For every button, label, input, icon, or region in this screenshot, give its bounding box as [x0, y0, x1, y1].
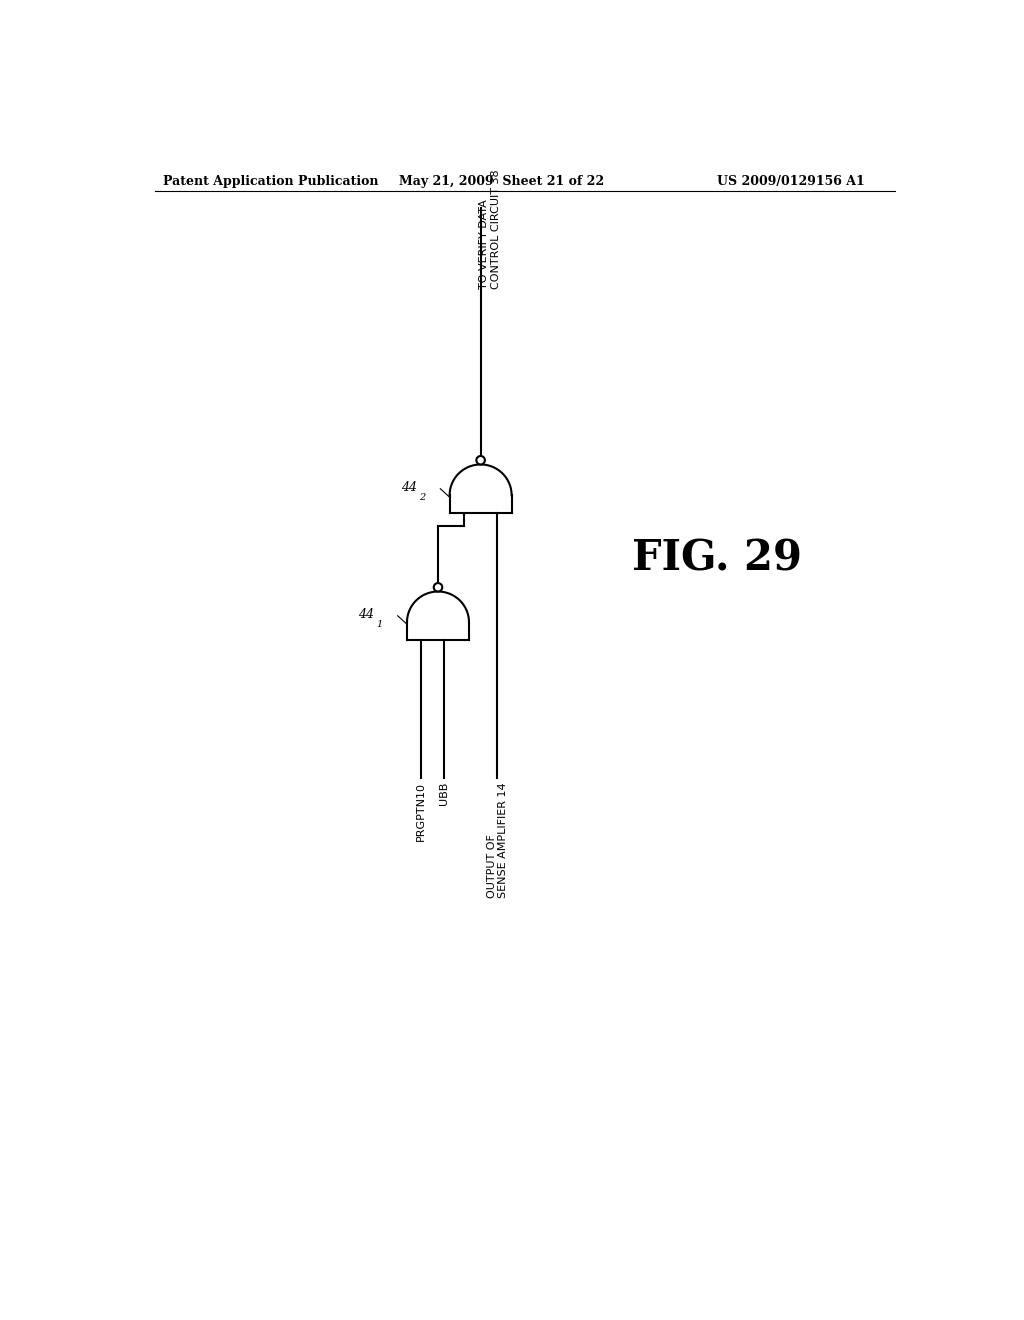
Circle shape [476, 455, 485, 465]
Text: US 2009/0129156 A1: US 2009/0129156 A1 [717, 176, 864, 189]
Circle shape [434, 583, 442, 591]
Text: 44: 44 [401, 480, 417, 494]
Text: PRGPTN10: PRGPTN10 [417, 781, 426, 841]
Text: Patent Application Publication: Patent Application Publication [163, 176, 379, 189]
Text: May 21, 2009  Sheet 21 of 22: May 21, 2009 Sheet 21 of 22 [399, 176, 604, 189]
Text: FIG. 29: FIG. 29 [632, 537, 802, 579]
Text: 44: 44 [358, 607, 375, 620]
Text: 1: 1 [376, 620, 382, 630]
Text: TO VERIFY DATA
CONTROL CIRCUIT 38: TO VERIFY DATA CONTROL CIRCUIT 38 [479, 170, 501, 289]
Text: UBB: UBB [439, 781, 450, 805]
Text: OUTPUT OF
SENSE AMPLIFIER 14: OUTPUT OF SENSE AMPLIFIER 14 [486, 781, 508, 898]
Text: 2: 2 [419, 494, 425, 503]
